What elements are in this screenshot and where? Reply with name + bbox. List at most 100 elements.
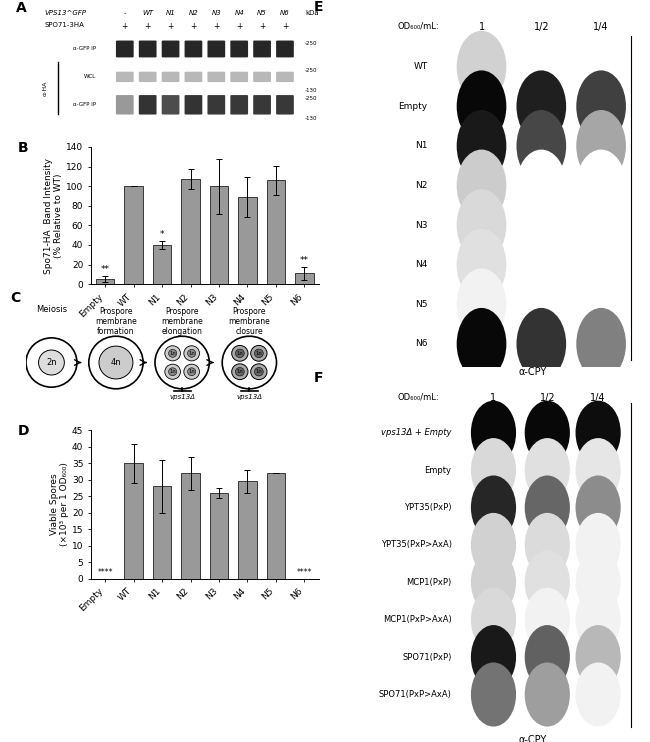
Text: vps13Δ + Empty: vps13Δ + Empty — [381, 428, 452, 437]
Ellipse shape — [517, 110, 566, 182]
Text: N4: N4 — [234, 10, 244, 16]
Text: 1n: 1n — [255, 351, 262, 356]
Circle shape — [155, 336, 209, 389]
Text: vps13Δ: vps13Δ — [169, 394, 195, 400]
Text: Prospore
membrane
closure: Prospore membrane closure — [229, 306, 270, 336]
Y-axis label: Viable Spores
(×10³ per 1 OD₆₀₀): Viable Spores (×10³ per 1 OD₆₀₀) — [49, 462, 69, 547]
Circle shape — [165, 346, 181, 361]
Text: WCL: WCL — [84, 74, 96, 79]
Ellipse shape — [575, 625, 621, 689]
Text: D: D — [18, 424, 30, 439]
Ellipse shape — [471, 588, 516, 651]
Text: N5: N5 — [257, 10, 267, 16]
Text: N6: N6 — [280, 10, 290, 16]
Ellipse shape — [517, 31, 566, 103]
Ellipse shape — [575, 438, 621, 502]
FancyBboxPatch shape — [276, 41, 294, 57]
Circle shape — [254, 367, 263, 376]
Text: -250: -250 — [305, 41, 317, 46]
FancyBboxPatch shape — [207, 72, 225, 82]
Text: -: - — [124, 10, 126, 16]
Bar — [181, 473, 200, 579]
Circle shape — [38, 350, 64, 375]
Text: 1/4: 1/4 — [593, 22, 609, 32]
Text: Empty: Empty — [398, 102, 428, 111]
Ellipse shape — [575, 401, 621, 464]
Text: 1/2: 1/2 — [540, 393, 555, 403]
Ellipse shape — [525, 401, 570, 464]
Text: α-CPY: α-CPY — [518, 367, 547, 377]
Text: Meiosis: Meiosis — [36, 306, 67, 315]
Circle shape — [254, 349, 263, 358]
Text: YPT35(PxP): YPT35(PxP) — [404, 503, 452, 512]
Ellipse shape — [525, 438, 570, 502]
Text: WT: WT — [142, 10, 153, 16]
Ellipse shape — [575, 551, 621, 614]
Bar — [295, 273, 313, 284]
Ellipse shape — [577, 229, 626, 301]
FancyBboxPatch shape — [162, 41, 179, 57]
Text: N6: N6 — [415, 339, 428, 349]
Text: 1n: 1n — [237, 351, 243, 356]
Text: -250: -250 — [305, 68, 317, 73]
Bar — [124, 463, 143, 579]
Circle shape — [26, 338, 77, 387]
Text: +: + — [259, 22, 265, 30]
Text: 1n: 1n — [255, 370, 262, 374]
Text: OD₆₀₀/mL:: OD₆₀₀/mL: — [398, 22, 439, 31]
Text: +: + — [236, 22, 242, 30]
Bar — [266, 473, 285, 579]
FancyBboxPatch shape — [207, 41, 225, 57]
FancyBboxPatch shape — [116, 41, 134, 57]
Text: C: C — [10, 291, 21, 305]
Ellipse shape — [471, 513, 516, 577]
Text: α-GFP IP: α-GFP IP — [73, 102, 96, 108]
Ellipse shape — [457, 110, 506, 182]
Text: YPT35(PxP>AxA): YPT35(PxP>AxA) — [381, 540, 452, 549]
Text: 4n: 4n — [111, 358, 122, 367]
Text: N5: N5 — [415, 300, 428, 309]
Ellipse shape — [517, 70, 566, 142]
Text: -130: -130 — [305, 88, 317, 93]
Ellipse shape — [525, 663, 570, 726]
Text: N1: N1 — [166, 10, 176, 16]
Text: ****: **** — [296, 568, 312, 577]
Text: E: E — [314, 0, 324, 14]
Text: MCP1(PxP>AxA): MCP1(PxP>AxA) — [383, 615, 452, 624]
FancyBboxPatch shape — [139, 41, 157, 57]
Text: N3: N3 — [211, 10, 221, 16]
Text: +: + — [122, 22, 128, 30]
Ellipse shape — [577, 150, 626, 222]
Ellipse shape — [577, 70, 626, 142]
Ellipse shape — [577, 31, 626, 103]
Circle shape — [168, 349, 177, 357]
Ellipse shape — [457, 308, 506, 380]
Ellipse shape — [471, 663, 516, 726]
Text: *: * — [160, 230, 164, 239]
Text: +: + — [167, 22, 174, 30]
Ellipse shape — [577, 308, 626, 380]
Text: **: ** — [101, 266, 110, 275]
Bar — [96, 279, 114, 284]
Text: 2n: 2n — [46, 358, 57, 367]
Bar — [153, 245, 172, 284]
Text: N4: N4 — [415, 260, 428, 269]
Circle shape — [184, 364, 200, 379]
Ellipse shape — [577, 269, 626, 341]
Text: α-CPY: α-CPY — [518, 735, 547, 742]
Ellipse shape — [457, 269, 506, 341]
FancyBboxPatch shape — [276, 72, 294, 82]
Text: -250: -250 — [305, 96, 317, 101]
Text: F: F — [314, 371, 324, 385]
Text: 1n: 1n — [169, 351, 176, 356]
Text: OD₆₀₀/mL:: OD₆₀₀/mL: — [398, 393, 439, 401]
Ellipse shape — [575, 588, 621, 651]
Text: -130: -130 — [305, 116, 317, 122]
Text: 1/2: 1/2 — [534, 22, 549, 32]
Ellipse shape — [575, 476, 621, 539]
Text: 1n: 1n — [237, 370, 243, 374]
FancyBboxPatch shape — [230, 95, 248, 114]
Text: N1: N1 — [415, 142, 428, 151]
FancyBboxPatch shape — [185, 95, 202, 114]
Text: Empty: Empty — [424, 466, 452, 475]
